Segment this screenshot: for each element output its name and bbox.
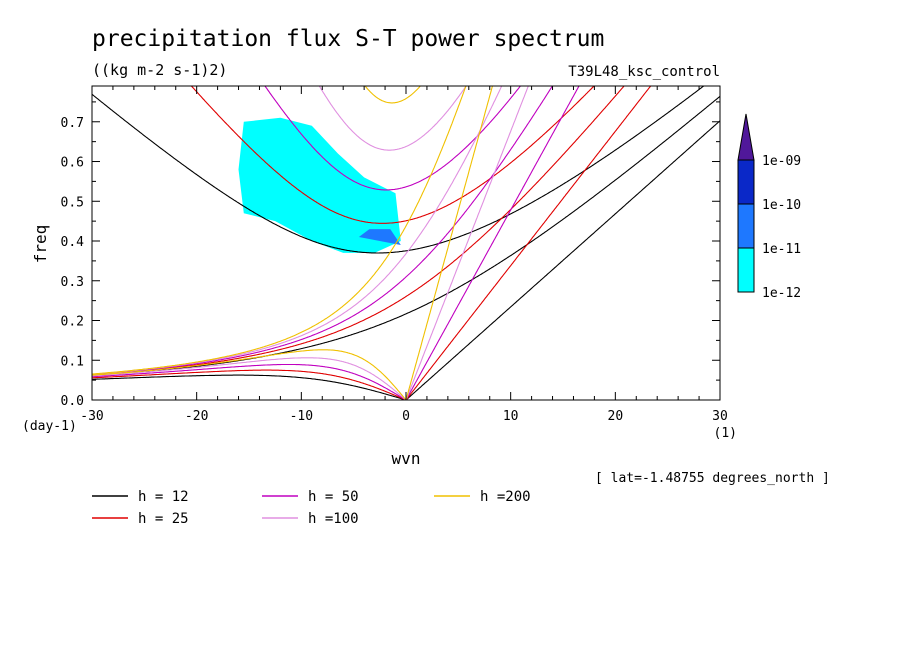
- spectrum-contours: [238, 117, 401, 253]
- curve-eig1-h12: [92, 86, 705, 254]
- x-unit-label: (1): [714, 426, 737, 441]
- colorbar-segment: [737, 203, 755, 249]
- contour-region-1e-11: [358, 229, 401, 245]
- y-tick-label: 0.2: [61, 315, 84, 330]
- contour-region-1e-12: [238, 117, 401, 253]
- y-axis-label: freq: [31, 225, 50, 264]
- colorbar-label: 1e-12: [762, 286, 801, 301]
- plot-frame: [91, 85, 721, 401]
- curve-kelvin-h12: [405, 120, 720, 400]
- x-tick-label: 10: [503, 409, 519, 424]
- legend-label: h =100: [308, 511, 359, 527]
- chart-title: precipitation flux S-T power spectrum: [92, 26, 604, 52]
- curve-kelvin-h100: [405, 86, 529, 400]
- legend-label: h = 12: [138, 489, 189, 505]
- colorbar-label: 1e-11: [762, 242, 801, 257]
- dispersion-curves: [92, 86, 720, 400]
- x-axis-label: wvn: [392, 449, 421, 468]
- x-tick-label: 20: [608, 409, 624, 424]
- y-tick-label: 0.7: [61, 116, 84, 131]
- curve-eig1-h200: [364, 86, 422, 104]
- run-label: T39L48_ksc_control: [568, 64, 720, 80]
- colorbar-arrow: [737, 113, 755, 161]
- colorbar-segment: [737, 247, 755, 293]
- x-tick-label: -10: [290, 409, 313, 424]
- x-tick-label: 0: [402, 409, 410, 424]
- y-tick-label: 0.4: [61, 235, 85, 250]
- y-tick-label: 0.3: [61, 275, 84, 290]
- curve-mrg-h50: [92, 86, 554, 376]
- chart-units: ((kg m-2 s-1)2): [92, 61, 227, 79]
- x-tick-label: -20: [185, 409, 208, 424]
- y-tick-label: 0.1: [61, 354, 84, 369]
- curve-mrg-h25: [92, 86, 625, 376]
- curve-er1-h12: [92, 374, 407, 400]
- latitude-footnote: [ lat=-1.48755 degrees_north ]: [595, 471, 830, 486]
- curve-kelvin-h50: [405, 86, 580, 400]
- legend-label: h = 25: [138, 511, 189, 527]
- y-tick-label: 0.5: [61, 195, 84, 210]
- curve-eig1-h50: [264, 86, 522, 191]
- colorbar-label: 1e-10: [762, 198, 801, 213]
- curve-er1-h200: [92, 349, 407, 400]
- curve-kelvin-h200: [405, 86, 494, 400]
- x-tick-labels: -30 -20 -10 0 10 20 30: [80, 409, 728, 424]
- curve-mrg-h200: [92, 86, 467, 375]
- legend-label: h = 50: [308, 489, 359, 505]
- y-tick-label: 0.6: [61, 156, 84, 171]
- y-tick-labels: 0.0 0.1 0.2 0.3 0.4 0.5 0.6 0.7: [61, 116, 85, 409]
- legend-label: h =200: [480, 489, 531, 505]
- curve-er1-h50: [92, 363, 407, 400]
- curve-er1-h100: [92, 357, 407, 400]
- curve-mrg-h12: [92, 95, 720, 377]
- x-tick-label: -30: [80, 409, 103, 424]
- y-unit-label: (day-1): [22, 419, 77, 434]
- colorbar-segment: [737, 159, 755, 205]
- curve-eig1-h100: [318, 86, 467, 151]
- y-tick-label: 0.0: [61, 394, 84, 409]
- colorbar: 1e-12 1e-11 1e-10 1e-09: [737, 113, 801, 301]
- axis-ticks: [91, 86, 721, 401]
- curve-er1-h25: [92, 369, 407, 400]
- curve-kelvin-h25: [405, 86, 652, 400]
- legend: h = 12 h = 25 h = 50 h =100 h =200: [92, 489, 531, 527]
- x-tick-label: 30: [712, 409, 728, 424]
- colorbar-label: 1e-09: [762, 154, 801, 169]
- curve-mrg-h100: [92, 86, 503, 375]
